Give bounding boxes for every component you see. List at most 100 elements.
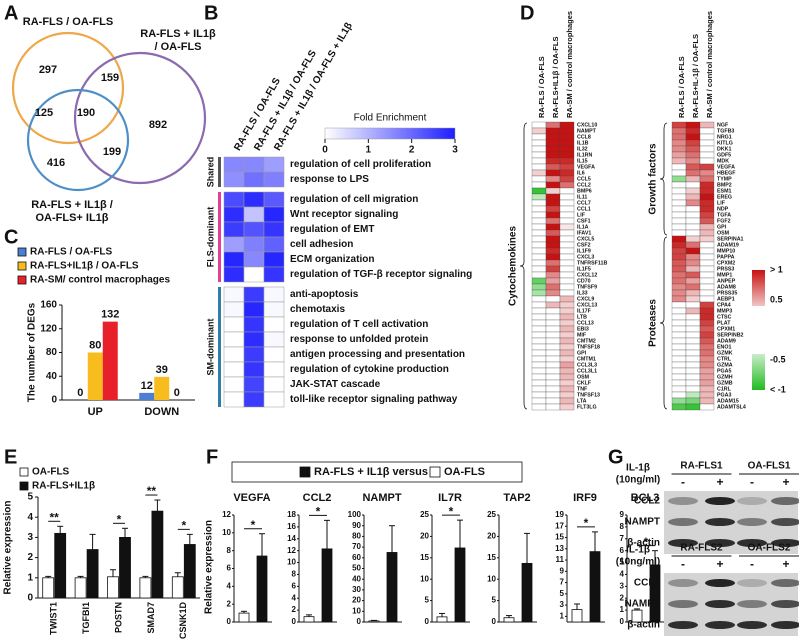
legend-label: > 1 (770, 264, 783, 274)
term-label: regulation of EMT (290, 224, 374, 235)
bar (436, 616, 448, 623)
gene-label: CPXM1 (717, 326, 735, 332)
venn-set (73, 51, 207, 185)
heat-cell (699, 259, 715, 267)
band (737, 579, 767, 587)
heat-cell (223, 331, 245, 348)
y-tick-label: 6 (292, 581, 297, 590)
heat-cell (671, 175, 687, 183)
protein-label: β-actin (627, 620, 660, 631)
y-tick-label: 120 (40, 323, 57, 334)
gene-label: SERPINB2 (717, 332, 744, 338)
heat-cell (531, 397, 547, 405)
heat-cell (531, 385, 547, 393)
heat-cell (671, 133, 687, 141)
heat-cell (685, 163, 701, 171)
bar (368, 620, 380, 623)
lane-label: + (782, 557, 789, 571)
significance: * (181, 519, 186, 533)
heat-cell (671, 373, 687, 381)
heat-cell (699, 187, 715, 195)
lane-label: - (681, 475, 685, 489)
heat-cell (243, 391, 265, 408)
y-tick-label: 9 (560, 566, 565, 575)
heat-cell (671, 217, 687, 225)
band (771, 539, 799, 547)
heat-cell (531, 205, 547, 213)
gene-label: TNFSF9 (577, 284, 597, 290)
protein-label: β-actin (627, 538, 660, 549)
set-label: RA-FLS + IL1β / (31, 199, 113, 211)
heat-cell (671, 193, 687, 201)
panel-letter: G (608, 446, 624, 468)
heat-cell (699, 385, 715, 393)
panel-letter: E (4, 446, 17, 468)
heat-cell (243, 236, 265, 253)
chart-title: BCL3 (631, 492, 660, 504)
y-tick-label: 6 (620, 546, 625, 555)
heat-cell (559, 289, 575, 297)
heat-cell (531, 181, 547, 189)
gene-label: PRSS35 (717, 290, 737, 296)
band (668, 539, 698, 547)
heat-cell (699, 265, 715, 273)
group-bar (218, 287, 221, 407)
y-axis-label: The number of DEGs (27, 302, 38, 402)
gene-label: VEGFA (717, 164, 735, 170)
heat-cell (685, 247, 701, 255)
gene-label: IL6 (577, 170, 585, 176)
band (771, 497, 799, 505)
heat-cell (559, 133, 575, 141)
heat-cell (531, 349, 547, 357)
band (705, 621, 735, 629)
bar (139, 577, 152, 599)
y-tick-label: 4 (27, 512, 33, 523)
bar (151, 510, 164, 599)
term-label: Wnt receptor signaling (290, 209, 398, 220)
heat-cell (545, 391, 561, 399)
bar (119, 537, 131, 599)
heat-cell (559, 403, 575, 411)
term-label: response to LPS (290, 174, 369, 185)
heat-cell (699, 121, 715, 129)
bar (589, 551, 601, 623)
set-label: RA-FLS / OA-FLS (23, 16, 113, 28)
sample-label: OA-FLS2 (748, 543, 791, 554)
gene-label: CSF2 (577, 242, 591, 248)
band (705, 579, 735, 587)
gene-label: ADAM15 (717, 398, 739, 404)
heat-cell (699, 289, 715, 297)
y-tick-label: 25 (420, 510, 429, 519)
sample-label: RA-FLS1 (680, 461, 723, 472)
heat-cell (243, 346, 265, 363)
heat-cell (545, 181, 561, 189)
heat-cell (243, 376, 265, 393)
heat-cell (545, 169, 561, 177)
y-tick-label: 12 (287, 546, 296, 555)
lane-label: + (782, 475, 789, 489)
gene-label: CCL5 (577, 176, 591, 182)
y-tick-label: 60 (352, 553, 361, 562)
significance: * (584, 516, 589, 530)
y-tick-label: 2 (27, 552, 33, 563)
heat-cell (531, 151, 547, 159)
gene-label: MMP10 (717, 248, 735, 254)
heat-cell (671, 379, 687, 387)
heat-cell (531, 199, 547, 207)
term-label: regulation of TGF-β receptor signaling (290, 269, 472, 280)
heat-cell (559, 379, 575, 387)
heat-cell (531, 331, 547, 339)
heat-cell (685, 151, 701, 159)
term-label: response to unfolded protein (290, 334, 428, 345)
heat-cell (531, 175, 547, 183)
venn-set (26, 88, 130, 192)
heat-cell (671, 277, 687, 285)
band (771, 579, 799, 587)
y-tick-label: 2 (292, 605, 297, 614)
heat-cell (243, 316, 265, 333)
heat-cell (531, 193, 547, 201)
heat-cell (559, 307, 575, 315)
y-tick-label: 0 (492, 617, 497, 626)
heat-cell (545, 289, 561, 297)
column-header: RA-FLS / OA-FLS (677, 56, 686, 118)
